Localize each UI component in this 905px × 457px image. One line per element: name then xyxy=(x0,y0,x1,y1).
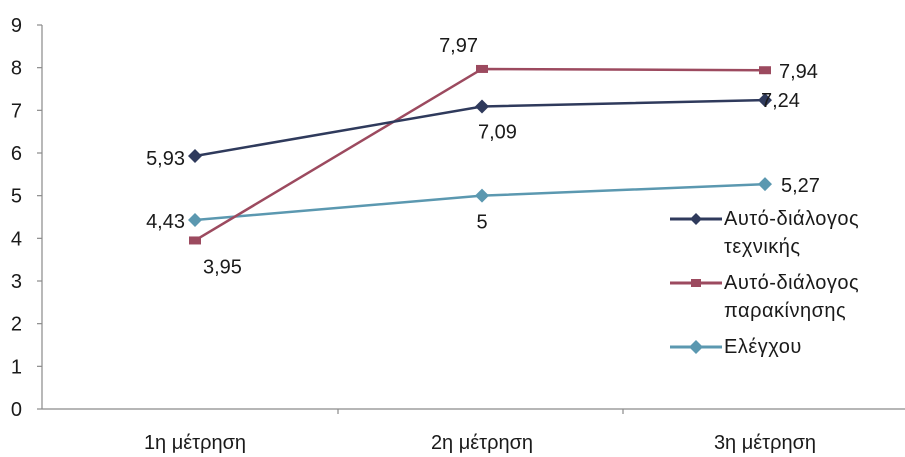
legend-item-series-0: Αυτό-διάλογος τεχνικής xyxy=(668,205,904,261)
legend: Αυτό-διάλογος τεχνικής Αυτό-διάλογος παρ… xyxy=(668,205,904,369)
y-tick-label: 5 xyxy=(11,186,22,208)
y-tick-label: 1 xyxy=(11,356,22,378)
legend-item-series-2: Ελέγχου xyxy=(668,333,904,361)
data-point xyxy=(758,177,772,192)
data-label: 5,27 xyxy=(781,175,820,197)
data-label: 5 xyxy=(476,212,487,234)
x-tick-label: 1η μέτρηση xyxy=(144,432,246,454)
y-tick-label: 7 xyxy=(11,100,22,122)
data-point xyxy=(758,93,772,108)
legend-swatch-series-1 xyxy=(670,279,722,287)
y-tick-label: 3 xyxy=(11,271,22,293)
data-label: 5,93 xyxy=(146,148,185,170)
data-point xyxy=(189,236,201,245)
y-tick-label: 0 xyxy=(11,399,22,421)
legend-item-series-1: Αυτό-διάλογος παρακίνησης xyxy=(668,269,904,325)
legend-swatch-series-0 xyxy=(670,213,722,225)
data-point xyxy=(475,99,489,114)
y-tick-label: 2 xyxy=(11,314,22,336)
y-tick-label: 9 xyxy=(11,15,22,37)
data-label: 7,97 xyxy=(439,35,478,57)
data-point xyxy=(188,148,202,163)
data-label: 7,09 xyxy=(478,121,517,143)
data-point xyxy=(475,188,489,203)
y-tick-label: 6 xyxy=(11,143,22,165)
axes: 0 1 2 3 4 5 6 7 8 9 1η μέτρηση 2η μέτρηση 3η μέτρηση xyxy=(11,15,905,454)
x-tick-label: 2η μέτρηση xyxy=(431,432,533,454)
legend-label-series-2: Ελέγχου xyxy=(724,336,802,358)
series-layer xyxy=(188,64,772,245)
legend-label-series-1: Αυτό-διάλογος παρακίνησης xyxy=(724,272,860,322)
data-point xyxy=(188,212,202,227)
data-label: 4,43 xyxy=(146,211,185,233)
y-tick-label: 4 xyxy=(11,228,22,250)
data-labels: 5,93 7,09 7,24 3,95 7,97 7,94 4,43 5 5,27 xyxy=(146,35,820,279)
x-tick-label: 3η μέτρηση xyxy=(714,432,816,454)
data-point xyxy=(759,66,771,75)
legend-swatch-series-2 xyxy=(670,340,722,354)
y-tick-label: 8 xyxy=(11,58,22,80)
data-point xyxy=(476,64,488,73)
legend-label-series-0: Αυτό-διάλογος τεχνικής xyxy=(724,208,860,258)
data-label: 3,95 xyxy=(203,256,242,278)
data-label: 7,94 xyxy=(779,61,818,83)
data-label: 7,24 xyxy=(761,90,800,112)
